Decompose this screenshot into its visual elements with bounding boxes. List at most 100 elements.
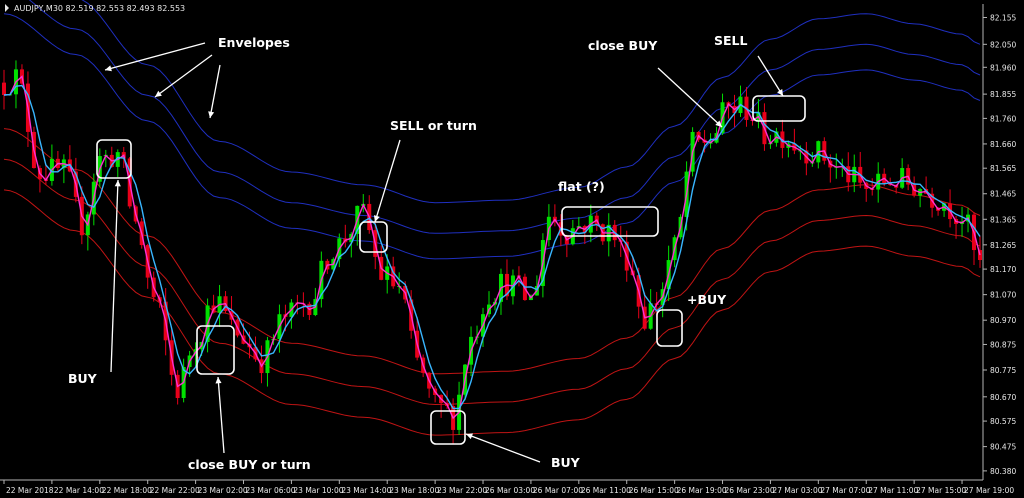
x-tick-label: 27 Mar 11:00 xyxy=(868,486,918,495)
y-tick-label: 81.365 xyxy=(990,215,1016,224)
candle xyxy=(792,128,797,155)
candle xyxy=(918,187,923,208)
y-tick-label: 81.170 xyxy=(990,265,1016,274)
slow-line xyxy=(3,84,981,410)
candle xyxy=(43,165,48,185)
close-buy-top-label: close BUY xyxy=(588,38,658,53)
y-tick-label: 80.970 xyxy=(990,316,1016,325)
candle xyxy=(978,235,982,268)
candle xyxy=(600,223,605,245)
y-tick-label: 81.565 xyxy=(990,164,1016,173)
x-tick-label: 22 Mar 2018 xyxy=(6,486,54,495)
x-tick-label: 23 Mar 10:00 xyxy=(293,486,343,495)
candle xyxy=(289,299,294,329)
candle xyxy=(175,370,180,405)
candle xyxy=(852,154,857,193)
flat-zone-box xyxy=(561,206,659,237)
close-buy-label: close BUY or turn xyxy=(188,457,311,472)
close-buy-box xyxy=(196,325,235,375)
candle xyxy=(606,213,611,257)
candle xyxy=(552,204,557,227)
y-tick-label: 81.465 xyxy=(990,190,1016,199)
x-tick-label: 22 Mar 18:00 xyxy=(102,486,152,495)
x-tick-label: 23 Mar 14:00 xyxy=(341,486,391,495)
y-tick-label: 82.155 xyxy=(990,13,1016,22)
x-tick-label: 22 Mar 14:00 xyxy=(54,486,104,495)
sell-turn-arrow xyxy=(373,139,401,223)
x-tick-label: 23 Mar 02:00 xyxy=(198,486,248,495)
buy-signal-box xyxy=(96,139,132,179)
axes: 82.155 82.050 81.960 81.855 81.760 81.660 81.5… xyxy=(0,4,1016,495)
sell-top-box xyxy=(752,95,806,122)
envelope-line-3 xyxy=(81,0,981,204)
y-tick-label: 80.575 xyxy=(990,417,1016,426)
y-tick-label: 81.960 xyxy=(990,63,1016,72)
envelope-line-2 xyxy=(28,0,981,234)
x-tick-label: 26 Mar 19:00 xyxy=(677,486,727,495)
envelope-line-1 xyxy=(3,13,981,260)
buy-label: BUY xyxy=(68,371,98,386)
y-tick-label: 80.875 xyxy=(990,340,1016,349)
x-tick-label: 26 Mar 15:00 xyxy=(629,486,679,495)
candle xyxy=(49,144,54,186)
y-tick-label: 81.070 xyxy=(990,291,1016,300)
x-tick-label: 23 Mar 18:00 xyxy=(389,486,439,495)
x-tick-label: 26 Mar 23:00 xyxy=(725,486,775,495)
candle xyxy=(858,151,863,189)
annotation-shapes: Envelopes BUY close BUY or turn SELL or tur… xyxy=(68,33,806,472)
envelopes-arrow-1 xyxy=(104,42,206,72)
x-tick-label: 26 Mar 07:00 xyxy=(533,486,583,495)
envelopes-arrow-2 xyxy=(154,54,213,98)
x-tick-label: 27 Mar 19:00 xyxy=(964,486,1014,495)
sell-top-arrow xyxy=(757,55,784,97)
buy-bottom-arrow xyxy=(465,433,541,463)
candle xyxy=(223,291,228,314)
envelope-lines xyxy=(3,0,981,436)
x-tick-label: 26 Mar 11:00 xyxy=(581,486,631,495)
plus-buy-label: +BUY xyxy=(687,292,727,307)
envelope-line-4 xyxy=(3,128,981,375)
y-tick-label: 80.670 xyxy=(990,393,1016,402)
candle xyxy=(786,140,791,158)
candle xyxy=(900,158,905,189)
plus-buy-box xyxy=(656,309,683,347)
buy-bottom-label: BUY xyxy=(551,455,581,470)
x-tick-label: 22 Mar 22:00 xyxy=(150,486,200,495)
y-tick-label: 81.265 xyxy=(990,241,1016,250)
x-tick-label: 27 Mar 07:00 xyxy=(820,486,870,495)
y-tick-label: 80.475 xyxy=(990,443,1016,452)
envelope-line-6 xyxy=(3,189,981,436)
candlesticks xyxy=(2,60,982,444)
y-axis-ticks: 82.155 82.050 81.960 81.855 81.760 81.660 81.5… xyxy=(983,13,1016,476)
y-tick-label: 81.855 xyxy=(990,90,1016,99)
candle xyxy=(738,85,743,117)
sell-top-label: SELL xyxy=(714,33,748,48)
envelope-line-5 xyxy=(3,158,981,406)
candle xyxy=(2,69,6,110)
candle xyxy=(115,149,120,178)
x-tick-label: 23 Mar 06:00 xyxy=(246,486,296,495)
fast-line xyxy=(3,75,981,420)
candle xyxy=(265,336,270,387)
indicator-lines xyxy=(3,75,981,420)
buy-arrow xyxy=(110,179,121,373)
sell-turn-box xyxy=(359,221,388,253)
close-buy-top-arrow xyxy=(657,67,723,128)
x-tick-label: 27 Mar 15:00 xyxy=(916,486,966,495)
x-tick-label: 26 Mar 03:00 xyxy=(485,486,535,495)
x-tick-label: 27 Mar 03:00 xyxy=(772,486,822,495)
chart-title-block: AUDJPY,M30 82.519 82.553 82.493 82.553 xyxy=(5,4,185,13)
y-tick-label: 80.380 xyxy=(990,467,1016,476)
envelopes-arrow-3 xyxy=(208,64,221,119)
buy-bottom-box xyxy=(430,410,466,445)
candle xyxy=(55,150,60,172)
x-tick-label: 23 Mar 22:00 xyxy=(437,486,487,495)
symbol-marker-icon xyxy=(5,4,9,12)
y-tick-label: 81.660 xyxy=(990,140,1016,149)
close-buy-arrow xyxy=(215,376,225,454)
flat-label: flat (?) xyxy=(558,179,605,194)
sell-turn-label: SELL or turn xyxy=(390,118,477,133)
